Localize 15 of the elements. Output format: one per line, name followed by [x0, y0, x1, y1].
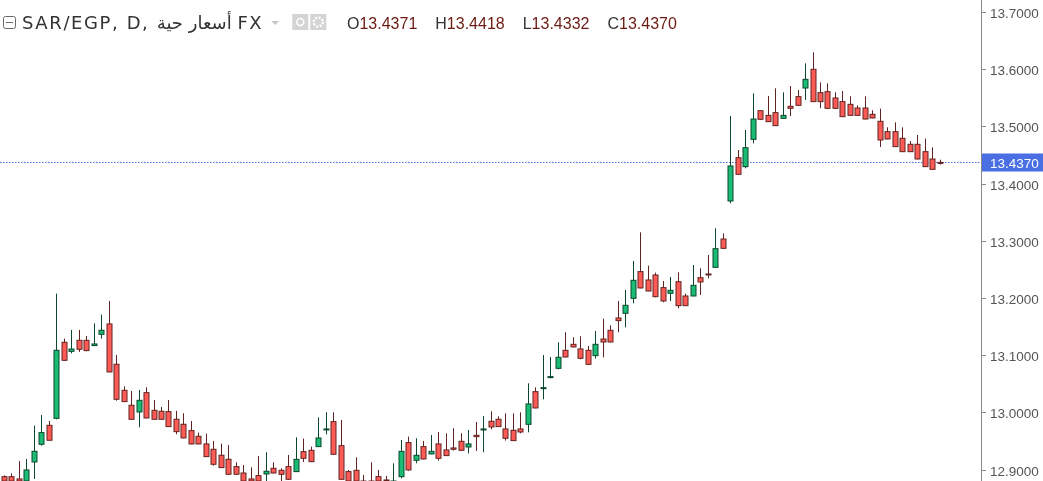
y-tick-label: 13.7000	[990, 5, 1039, 21]
y-tick-label: 13.4000	[990, 177, 1039, 193]
annotation: O13.4371	[347, 15, 418, 32]
ref-line-label: 13.4370	[990, 155, 1039, 171]
y-tick-label: 13.2000	[990, 291, 1039, 307]
y-tick-label: 13.5000	[990, 119, 1039, 135]
annotation: H13.4418	[435, 15, 505, 32]
y-tick-label: 13.6000	[990, 62, 1039, 78]
annotation: C13.4370	[607, 15, 677, 32]
y-tick-label: 12.9000	[990, 463, 1039, 479]
y-tick-label: 13.1000	[990, 348, 1039, 364]
title: SAR/EGP, D, أسعار حية FX	[22, 12, 264, 33]
y-tick-label: 13.3000	[990, 234, 1039, 250]
annotation: L13.4332	[522, 15, 590, 32]
y-tick-label: 13.0000	[990, 405, 1039, 421]
